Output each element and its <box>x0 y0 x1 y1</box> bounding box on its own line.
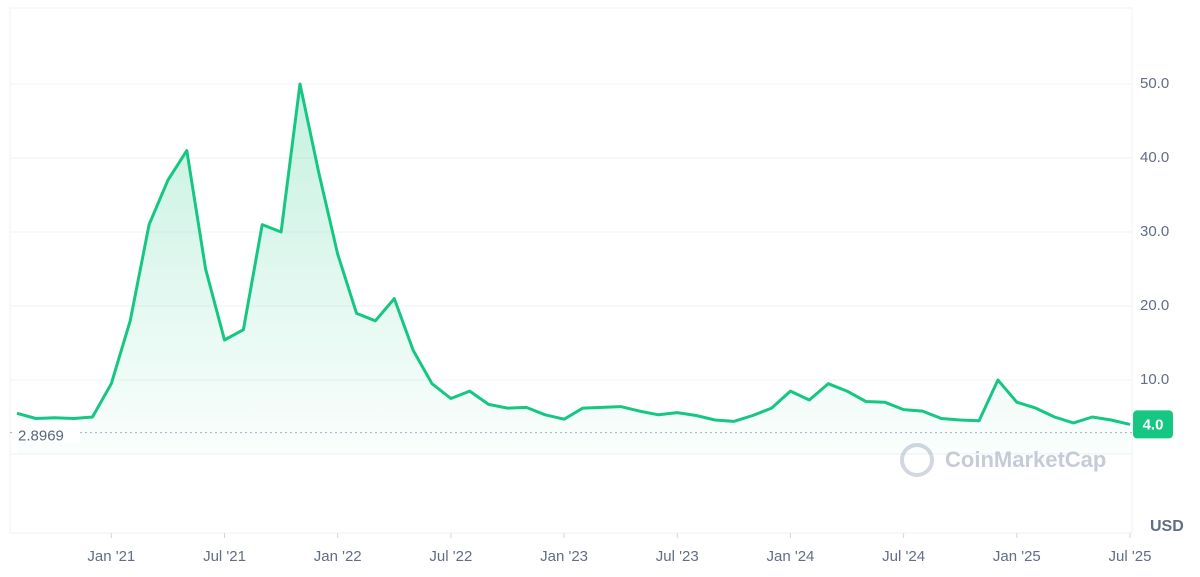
y-tick-label: 10.0 <box>1140 371 1169 388</box>
current-price-label: 4.0 <box>1143 416 1164 433</box>
x-tick-label: Jul '23 <box>656 548 699 565</box>
y-tick-label: 40.0 <box>1140 149 1169 166</box>
x-tick-label: Jan '23 <box>540 548 588 565</box>
currency: USD <box>1150 518 1184 535</box>
reference-label-bg <box>12 421 80 444</box>
plot-frame <box>9 7 1133 534</box>
current-price-tag <box>1133 410 1173 439</box>
price-area <box>17 84 1130 454</box>
y-tick-label: 50.0 <box>1140 75 1169 92</box>
x-tick-label: Jul '22 <box>429 548 472 565</box>
x-tick-label: Jan '21 <box>87 548 135 565</box>
y-tick-label: 30.0 <box>1140 223 1169 240</box>
x-tick-label: Jul '21 <box>203 548 246 565</box>
x-tick-label: Jan '24 <box>766 548 814 565</box>
x-tick-label: Jan '22 <box>314 548 362 565</box>
x-tick-label: Jul '25 <box>1109 548 1152 565</box>
x-tick-label: Jan '25 <box>993 548 1041 565</box>
y-tick-label: 20.0 <box>1140 297 1169 314</box>
price-line <box>16 82 1131 426</box>
x-tick-label: Jul '24 <box>882 548 925 565</box>
reference-label: 2.8969 <box>18 428 64 445</box>
